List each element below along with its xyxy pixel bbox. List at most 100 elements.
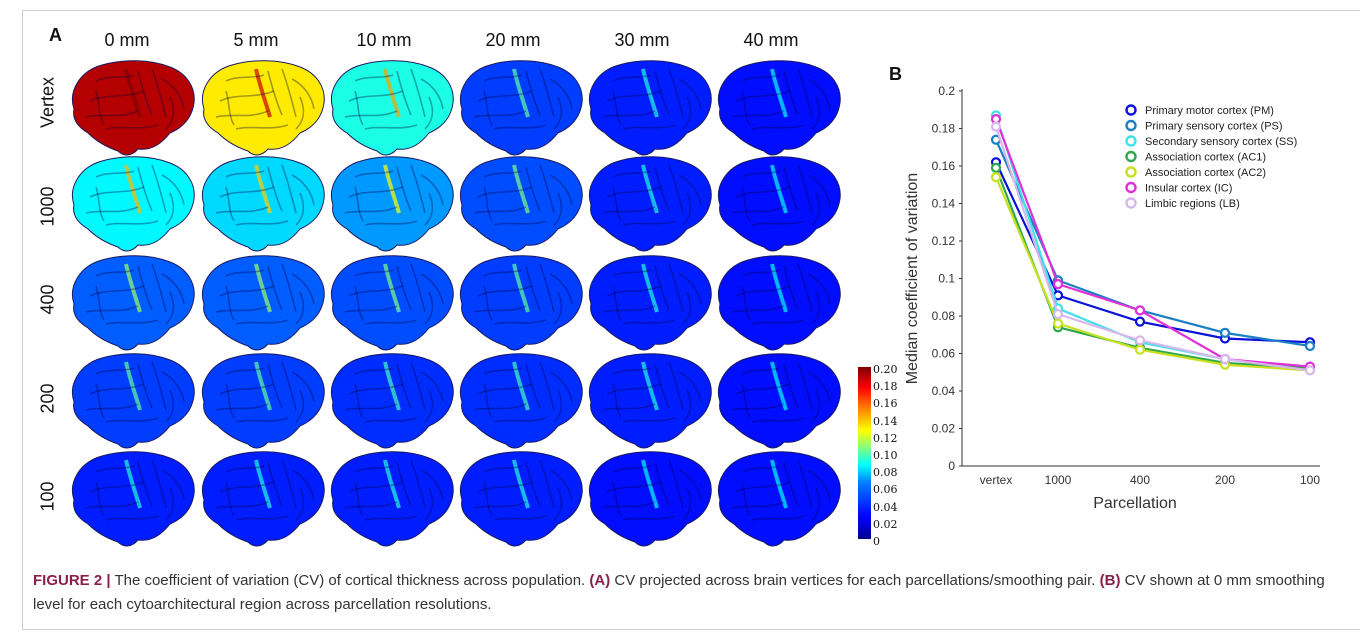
brain-surface (72, 353, 195, 449)
data-point (1052, 318, 1064, 329)
y-axis-label: Median coefficient of variation (904, 173, 921, 384)
y-tick-label: 0.04 (932, 384, 956, 398)
brain-surface (589, 156, 712, 252)
caption-text-2: CV projected across brain vertices for e… (610, 572, 1100, 589)
colorbar-tick-label: 0.04 (873, 500, 898, 514)
caption-text-1: The coefficient of variation (CV) of cor… (110, 572, 590, 589)
legend-label: Limbic regions (LB) (1145, 198, 1240, 210)
smoothing-header-5mm: 5 mm (233, 30, 279, 50)
brain-surface (460, 353, 583, 449)
smoothing-header-0mm: 0 mm (104, 30, 150, 50)
brain-surface (718, 156, 841, 252)
brain-surface (331, 156, 454, 252)
y-tick-label: 0.12 (932, 234, 956, 248)
caption-text-3: CV shown at 0 mm smoothing level for eac… (33, 572, 1325, 613)
colorbar-tick-label: 0.10 (873, 449, 898, 462)
legend-marker (1125, 119, 1137, 132)
x-tick-label: 100 (1300, 473, 1320, 487)
legend-marker (1125, 181, 1137, 194)
data-point (1219, 354, 1231, 365)
panel-b-label: B (889, 64, 902, 84)
data-point (1304, 365, 1316, 376)
panel-a-label: A (49, 25, 62, 45)
data-point (1134, 335, 1146, 346)
colorbar-tick-label: 0 (873, 535, 880, 548)
legend-label: Secondary sensory cortex (SS) (1145, 136, 1297, 148)
brain-surface (718, 451, 841, 547)
data-point (1304, 340, 1316, 352)
brain-surface (331, 451, 454, 547)
brain-surface (460, 156, 583, 252)
caption-bold-a: (A) (589, 572, 611, 589)
y-tick-label: 0.2 (938, 84, 955, 98)
x-tick-label: 400 (1130, 473, 1150, 487)
figure-frame (22, 10, 1360, 630)
colorbar-tick-label: 0.18 (873, 380, 898, 394)
smoothing-header-20mm: 20 mm (485, 30, 541, 50)
legend-marker (1125, 197, 1137, 209)
colorbar-tick-label: 0.12 (873, 431, 898, 445)
data-point (1219, 327, 1231, 338)
y-tick-label: 0.1 (938, 272, 955, 286)
data-point (990, 172, 1002, 183)
cv-line-chart: 0 0.02 0.04 0.06 0.08 0.1 0.12 0.14 0.16 0.18 0.2 v… (904, 84, 1320, 512)
smoothing-header-10mm: 10 mm (356, 30, 412, 50)
data-point (1134, 344, 1146, 355)
brain-surface (589, 451, 712, 547)
caption-lead: FIGURE 2 | (33, 572, 111, 589)
x-tick-label: 1000 (1045, 473, 1072, 487)
legend-marker (1125, 166, 1137, 178)
brain-surface (202, 451, 325, 547)
data-point (1052, 309, 1064, 320)
y-tick-label: 0.18 (932, 122, 956, 136)
brain-surface (460, 60, 583, 156)
colorbar-tick-label: 0.20 (873, 363, 898, 376)
y-tick-label: 0.16 (932, 159, 956, 173)
colorbar-tick-label: 0.06 (873, 483, 898, 497)
brain-surface (718, 255, 841, 351)
brain-surface (202, 60, 325, 156)
brain-surface (718, 353, 841, 449)
brain-surface (72, 60, 195, 156)
brain-surface (202, 255, 325, 351)
brain-surface (331, 353, 454, 449)
legend-marker (1125, 150, 1137, 163)
caption-bold-b: (B) (1099, 572, 1121, 589)
smoothing-header-40mm: 40 mm (743, 30, 799, 50)
colorbar-tick-label: 0.08 (873, 466, 898, 480)
data-point (1052, 279, 1064, 290)
brain-surface (72, 451, 195, 547)
brain-surface (202, 156, 325, 252)
data-point (990, 162, 1002, 173)
legend-marker (1125, 135, 1137, 147)
x-tick-label: 200 (1215, 473, 1235, 487)
brain-surface (460, 255, 583, 351)
legend-label: Primary sensory cortex (PS) (1145, 121, 1283, 133)
colorbar-tick-label: 0.02 (873, 517, 898, 531)
y-tick-label: 0.14 (932, 197, 956, 211)
brain-surface (331, 255, 454, 351)
legend-label: Primary motor cortex (PM) (1145, 105, 1274, 117)
brain-surface (72, 156, 195, 252)
brain-surface (460, 451, 583, 547)
colorbar-tick-label: 0.16 (873, 397, 898, 411)
y-tick-label: 0 (948, 459, 955, 473)
brain-surface (718, 60, 841, 156)
x-axis-label: Parcellation (1093, 495, 1177, 512)
legend-label: Association cortex (AC2) (1145, 167, 1266, 179)
y-tick-label: 0.06 (932, 347, 956, 361)
y-tick-label: 0.08 (932, 309, 956, 323)
y-tick-label: 0.02 (932, 422, 956, 436)
brain-surface (589, 255, 712, 351)
brain-surface (589, 60, 712, 156)
legend-marker (1125, 104, 1137, 116)
brain-surface (202, 353, 325, 449)
data-point (1134, 305, 1146, 316)
colorbar-tick-label: 0.14 (873, 414, 898, 428)
figure-caption: FIGURE 2 | The coefficient of variation … (33, 569, 1343, 617)
data-point (990, 121, 1002, 132)
colorbar (858, 367, 871, 539)
smoothing-header-30mm: 30 mm (614, 30, 670, 50)
data-point (1134, 316, 1146, 327)
legend-label: Association cortex (AC1) (1145, 152, 1266, 164)
